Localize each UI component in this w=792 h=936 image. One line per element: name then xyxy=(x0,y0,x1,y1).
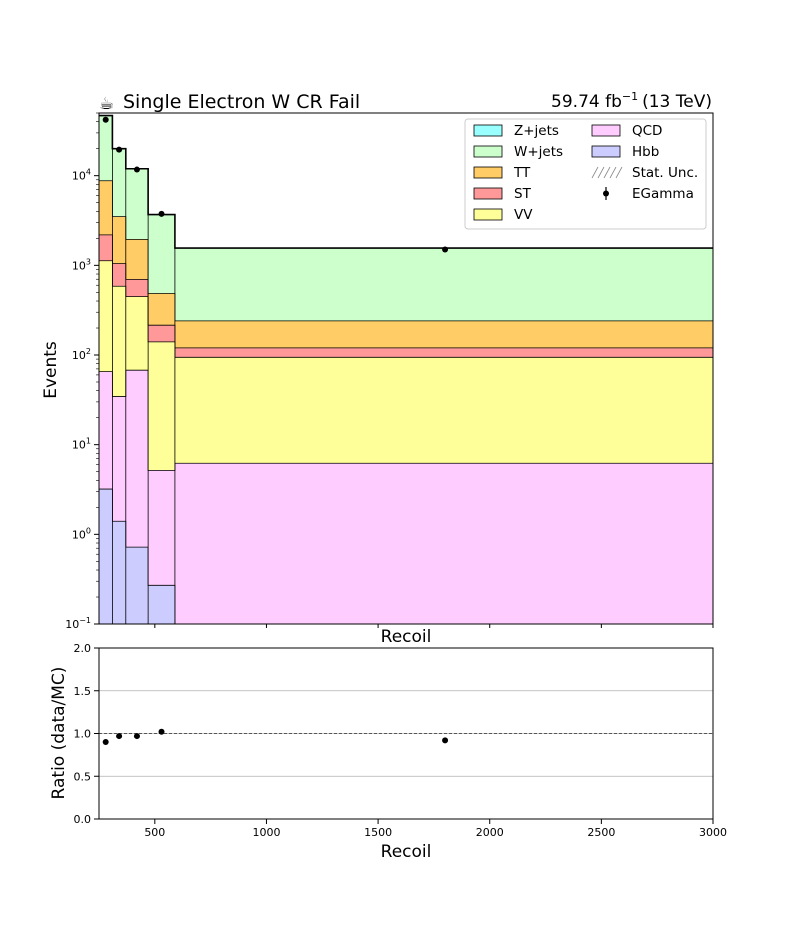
stack-hbb xyxy=(99,489,175,624)
chart-title: Single Electron W CR Fail xyxy=(123,91,360,113)
ratio-points xyxy=(102,728,449,746)
legend-label: QCD xyxy=(632,123,662,139)
y-tick-label: 101 xyxy=(72,437,91,452)
ratio-y-axis-ticks: 0.0 0.5 1.0 1.5 2.0 xyxy=(74,642,99,826)
ratio-x-tick-label: 2000 xyxy=(476,826,504,839)
ratio-y-tick-label: 1.5 xyxy=(74,685,92,698)
energy-label: (13 TeV) xyxy=(642,92,712,112)
data-point xyxy=(116,146,123,153)
y-tick-label: 10−1 xyxy=(65,616,91,631)
ratio-panel: 0.00.51.01.52.0 500 1000 1500 2000 2500 3000 … xyxy=(49,642,727,862)
hatch-line xyxy=(609,166,617,179)
data-points xyxy=(102,116,449,253)
ratio-x-tick-label: 1500 xyxy=(364,826,392,839)
ratio-y-axis-label: Ratio (data/MC) xyxy=(49,667,69,800)
data-point xyxy=(442,246,449,253)
legend-swatch xyxy=(473,187,503,200)
bar-hbb xyxy=(99,489,113,624)
lumi-exponent: −1 xyxy=(622,90,638,103)
legend-entry-z-jets: Z+jets xyxy=(473,123,559,139)
legend-box xyxy=(464,118,707,230)
legend-entry-stat-unc-: Stat. Unc. xyxy=(591,165,698,181)
legend-label: VV xyxy=(514,207,533,223)
ratio-x-tick-label: 2500 xyxy=(587,826,615,839)
legend-entry-hbb: Hbb xyxy=(591,144,659,160)
bar-qcd xyxy=(174,463,713,624)
ratio-x-axis-ticks: 500 1000 1500 2000 2500 3000 xyxy=(144,819,727,839)
legend-marker xyxy=(603,190,609,197)
legend-label: TT xyxy=(513,165,531,181)
legend-items: Z+jets W+jets TT ST VV QCD Hbb Stat. Unc. EGamma xyxy=(473,123,698,223)
ratio-x-tick-label: 3000 xyxy=(699,826,727,839)
legend-label: Z+jets xyxy=(514,123,559,139)
bar-hbb xyxy=(112,521,126,624)
main-y-axis-label: Events xyxy=(41,341,61,399)
legend-swatch xyxy=(591,145,621,158)
ratio-x-tick-label: 1000 xyxy=(252,826,280,839)
hatch-line xyxy=(597,166,605,179)
ratio-point xyxy=(133,733,140,740)
y-tick-label: 103 xyxy=(72,257,91,272)
svg-text:☕: ☕ xyxy=(99,94,114,114)
main-plot-frame xyxy=(98,112,714,625)
legend: Z+jets W+jets TT ST VV QCD Hbb Stat. Unc. EGamma xyxy=(464,118,707,230)
main-x-axis-ticks xyxy=(154,624,714,628)
y-tick-label: 104 xyxy=(72,168,91,183)
legend-swatch xyxy=(473,145,503,158)
ratio-y-tick-label: 2.0 xyxy=(74,642,92,655)
ratio-point xyxy=(116,733,123,740)
main-x-axis-label: Recoil xyxy=(381,627,432,647)
legend-label: Stat. Unc. xyxy=(632,165,698,181)
y-tick-label: 102 xyxy=(72,347,91,362)
legend-entry-egamma: EGamma xyxy=(603,186,694,202)
legend-entry-st: ST xyxy=(473,186,532,202)
hatch-line xyxy=(603,166,611,179)
ratio-y-tick-label: 0.0 xyxy=(74,813,92,826)
bar-hbb xyxy=(125,547,149,624)
ratio-x-tick-label: 500 xyxy=(144,826,165,839)
legend-entry-vv: VV xyxy=(473,207,533,223)
luminosity-label: 59.74 fb−1 (13 TeV) xyxy=(551,90,712,112)
legend-swatch xyxy=(473,166,503,179)
legend-entry-qcd: QCD xyxy=(591,123,662,139)
ratio-point xyxy=(158,728,165,735)
stack-qcd xyxy=(99,370,713,624)
legend-label: Hbb xyxy=(632,144,659,160)
ratio-y-tick-label: 0.5 xyxy=(74,770,92,783)
legend-label: ST xyxy=(514,186,532,202)
stack-histogram xyxy=(99,114,713,624)
hatch-line xyxy=(615,166,623,179)
main-y-axis-ticks: 10−1 100 101 102 103 104 xyxy=(65,112,99,631)
legend-entry-tt: TT xyxy=(473,165,531,181)
legend-label: EGamma xyxy=(632,186,694,202)
data-point xyxy=(102,116,109,123)
lumi-value: 59.74 fb xyxy=(551,92,622,112)
main-panel: 10−1 100 101 102 103 104 ☕ Single Electron W … xyxy=(41,90,714,647)
bar-hbb xyxy=(148,585,175,624)
ratio-y-tick-label: 1.0 xyxy=(74,728,92,741)
legend-entry-w-jets: W+jets xyxy=(473,144,563,160)
legend-swatch xyxy=(473,208,503,221)
coffee-icon: ☕ xyxy=(99,94,114,114)
ratio-point xyxy=(442,737,449,744)
legend-swatch xyxy=(591,124,621,137)
data-point xyxy=(133,166,140,173)
ratio-x-axis-label: Recoil xyxy=(381,842,432,862)
data-point xyxy=(158,210,165,217)
legend-label: W+jets xyxy=(514,144,563,160)
hatch-line xyxy=(591,166,599,179)
legend-swatch xyxy=(473,124,503,137)
ratio-point xyxy=(102,739,109,746)
y-tick-label: 100 xyxy=(72,526,91,541)
